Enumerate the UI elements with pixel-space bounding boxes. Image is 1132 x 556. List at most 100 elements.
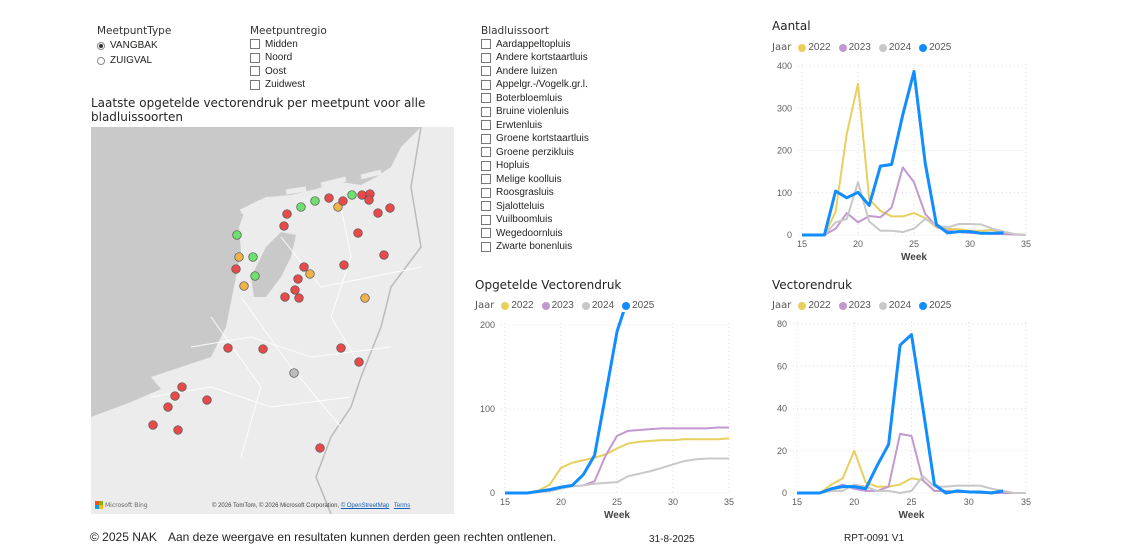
map-marker-green[interactable]	[347, 190, 357, 200]
map-marker-red[interactable]	[173, 425, 183, 435]
checkbox-icon[interactable]	[481, 228, 491, 238]
checkbox-groene-perzikluis[interactable]: Groene perzikluis	[481, 146, 589, 159]
checkbox-icon[interactable]	[250, 66, 260, 76]
legend-item-2025[interactable]: 2025	[919, 42, 951, 53]
checkbox-icon[interactable]	[481, 133, 491, 144]
checkbox-roosgrasluis[interactable]: Roosgrasluis	[481, 186, 589, 199]
map-marker-green[interactable]	[310, 196, 320, 206]
chart-plot[interactable]: 0 100 200 15 20 25 30 35 Week	[470, 312, 750, 522]
map-marker-red[interactable]	[294, 293, 304, 303]
map-marker-red[interactable]	[339, 260, 349, 270]
map-marker-orange[interactable]	[333, 202, 343, 212]
map-marker-red[interactable]	[280, 292, 290, 302]
map-marker-red[interactable]	[163, 402, 173, 412]
checkbox-icon[interactable]	[250, 52, 260, 63]
map-marker-orange[interactable]	[360, 293, 370, 303]
map-canvas[interactable]	[91, 127, 454, 514]
checkbox-vuilboomluis[interactable]: Vuilboomluis	[481, 213, 589, 226]
map-marker-orange[interactable]	[239, 281, 249, 291]
map-marker-gray[interactable]	[289, 368, 299, 378]
checkbox-icon[interactable]	[481, 214, 491, 225]
map-marker-red[interactable]	[299, 262, 309, 272]
checkbox-melige-koolluis[interactable]: Melige koolluis	[481, 173, 589, 186]
chart-plot[interactable]: 0 20 40 60 80 15 20 25 30 35 Week	[760, 312, 1040, 522]
checkbox-wegedoornluis[interactable]: Wegedoornluis	[481, 227, 589, 240]
map-marker-red[interactable]	[315, 443, 325, 453]
map-marker-red[interactable]	[223, 343, 233, 353]
legend-item-2025[interactable]: 2025	[622, 300, 654, 311]
map-marker-green[interactable]	[296, 202, 306, 212]
map-marker-red[interactable]	[282, 209, 292, 219]
radio-selected-icon[interactable]	[97, 41, 105, 50]
checkbox-icon[interactable]	[481, 201, 491, 211]
checkbox-icon[interactable]	[481, 39, 491, 49]
checkbox-icon[interactable]	[481, 79, 491, 90]
map-marker-orange[interactable]	[305, 269, 315, 279]
checkbox-icon[interactable]	[481, 93, 491, 103]
checkbox-icon[interactable]	[481, 160, 491, 171]
map-marker-green[interactable]	[250, 271, 260, 281]
map-marker-red[interactable]	[353, 228, 363, 238]
openstreetmap-link[interactable]: © OpenStreetMap	[340, 503, 390, 509]
legend-item-2024[interactable]: 2024	[878, 42, 911, 53]
legend-item-2023[interactable]: 2023	[838, 42, 871, 53]
map-marker-red[interactable]	[148, 420, 158, 430]
legend-item-2022[interactable]: 2022	[798, 300, 831, 311]
map-marker-red[interactable]	[231, 264, 241, 274]
map-marker-red[interactable]	[338, 196, 348, 206]
legend-item-2022[interactable]: 2022	[501, 300, 534, 311]
map-marker-red[interactable]	[202, 395, 212, 405]
checkbox-noord[interactable]: Noord	[250, 51, 327, 64]
checkbox-boterbloemluis[interactable]: Boterbloemluis	[481, 92, 589, 105]
map-marker-red[interactable]	[177, 382, 187, 392]
map-marker-red[interactable]	[293, 274, 303, 284]
map-marker-green[interactable]	[248, 252, 258, 262]
map-marker-red[interactable]	[354, 357, 364, 367]
map-marker-red[interactable]	[336, 343, 346, 353]
chart-plot[interactable]: 0 100 200 300 400 15 20 25 30 35 Week	[760, 55, 1040, 270]
checkbox-oost[interactable]: Oost	[250, 65, 327, 78]
checkbox-zuidwest[interactable]: Zuidwest	[250, 78, 327, 91]
legend-item-2025[interactable]: 2025	[919, 300, 951, 311]
map-marker-red[interactable]	[364, 195, 374, 205]
checkbox-icon[interactable]	[250, 79, 260, 90]
map-marker-orange[interactable]	[234, 252, 244, 262]
legend-item-2023[interactable]: 2023	[838, 300, 871, 311]
checkbox-zwarte-bonenluis[interactable]: Zwarte bonenluis	[481, 240, 589, 253]
map-marker-red[interactable]	[290, 285, 300, 295]
checkbox-icon[interactable]	[481, 120, 491, 130]
checkbox-icon[interactable]	[481, 174, 491, 184]
checkbox-bruine-violenluis[interactable]: Bruine violenluis	[481, 105, 589, 118]
checkbox-icon[interactable]	[481, 147, 491, 157]
map-marker-red[interactable]	[373, 208, 383, 218]
radio-zuigval[interactable]: ZUIGVAL	[97, 54, 171, 67]
radio-vangbak[interactable]: VANGBAK	[97, 39, 171, 52]
checkbox-icon[interactable]	[481, 52, 491, 63]
map-marker-red[interactable]	[170, 391, 180, 401]
checkbox-sjalotteluis[interactable]: Sjalotteluis	[481, 200, 589, 213]
checkbox-andere-luizen[interactable]: Andere luizen	[481, 65, 589, 78]
checkbox-icon[interactable]	[481, 187, 491, 198]
map-marker-red[interactable]	[324, 193, 334, 203]
map-marker-red[interactable]	[258, 344, 268, 354]
checkbox-aardappeltopluis[interactable]: Aardappeltopluis	[481, 38, 589, 51]
legend-item-2023[interactable]: 2023	[541, 300, 574, 311]
checkbox-icon[interactable]	[250, 39, 260, 49]
radio-icon[interactable]	[97, 56, 105, 65]
map-marker-red[interactable]	[379, 250, 389, 260]
map-marker-red[interactable]	[385, 203, 395, 213]
terms-link[interactable]: Terms	[393, 503, 411, 509]
map[interactable]: Microsoft Bing © 2026 TomTom, © 2026 Mic…	[91, 127, 454, 514]
map-marker-red[interactable]	[279, 221, 289, 231]
checkbox-icon[interactable]	[481, 241, 491, 252]
checkbox-andere-kortstaartluis[interactable]: Andere kortstaartluis	[481, 51, 589, 64]
legend-item-2024[interactable]: 2024	[878, 300, 911, 311]
legend-item-2022[interactable]: 2022	[798, 42, 831, 53]
checkbox-groene-kortstaartluis[interactable]: Groene kortstaartluis	[481, 132, 589, 145]
checkbox-midden[interactable]: Midden	[250, 38, 327, 51]
legend-item-2024[interactable]: 2024	[581, 300, 614, 311]
checkbox-icon[interactable]	[481, 66, 491, 76]
checkbox-appelgr-vogelk-gr-l-[interactable]: Appelgr.-/Vogelk.gr.l.	[481, 78, 589, 91]
map-marker-green[interactable]	[232, 230, 242, 240]
checkbox-erwtenluis[interactable]: Erwtenluis	[481, 119, 589, 132]
